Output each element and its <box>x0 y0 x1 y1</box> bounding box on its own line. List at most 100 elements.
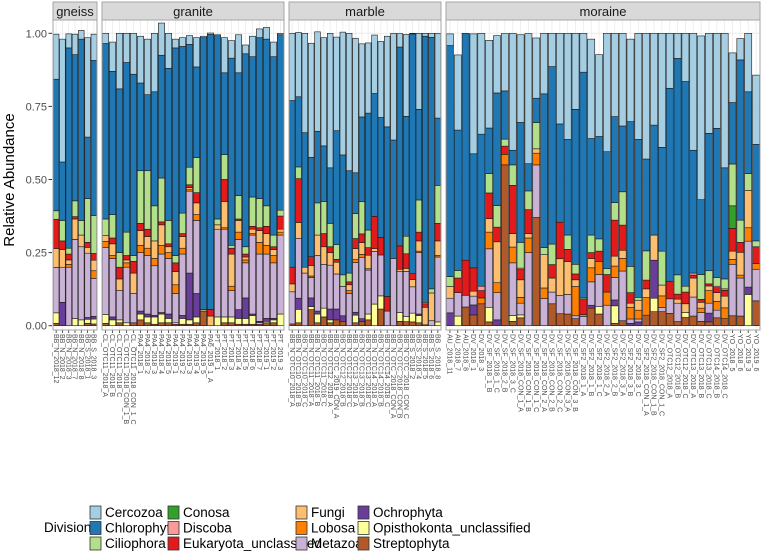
x-tick-label: BB_N_OTC12_2018_B <box>339 334 346 407</box>
bar-segment-fungi <box>571 279 580 287</box>
bar-segment-opisthokonta_unclassified <box>71 318 79 327</box>
bar-segment-opisthokonta_unclassified <box>242 318 249 325</box>
bar-segment-opisthokonta_unclassified <box>327 319 334 324</box>
x-tick-label: DV_SF2_2018_CON_1_C <box>658 334 665 416</box>
bar-BB_N_2018_3 <box>65 33 72 327</box>
bar-segment-fungi <box>365 254 372 269</box>
bar-segment-fungi <box>422 306 429 326</box>
bar-segment-fungi <box>277 228 284 233</box>
bar-segment-metazoa <box>532 164 541 218</box>
bar-segment-cercozoa <box>595 54 603 137</box>
bar-AU_2018_11 <box>446 33 454 327</box>
bar-segment-metazoa <box>116 290 123 321</box>
bar-segment-chlorophyta <box>320 145 327 202</box>
bar-segment-chlorophyta <box>634 139 643 298</box>
bar-segment-chlorophyta <box>295 96 302 168</box>
bar-segment-ochrophyta <box>193 293 200 318</box>
bar-segment-streptophyta <box>720 318 729 327</box>
legend-item-metazoa: Metazoa <box>295 536 363 551</box>
x-tick-label: AU_2018_8 <box>461 334 468 371</box>
bar-segment-eukaryota_unclassified <box>377 237 384 256</box>
bar-segment-cercozoa <box>263 27 270 40</box>
bar-segment-chlorophyta <box>720 167 729 280</box>
bar-segment-opisthokonta_unclassified <box>221 316 228 324</box>
bar-segment-eukaryota_unclassified <box>228 247 235 255</box>
bar-segment-cercozoa <box>422 32 429 37</box>
bar-segment-eukaryota_unclassified <box>116 266 123 280</box>
bar-segment-fungi <box>673 298 682 304</box>
x-tick-label: DV_OTC13_2018_A <box>689 334 696 399</box>
bar-segment-cercozoa <box>712 32 721 129</box>
bar-segment-ciliophora <box>123 231 130 256</box>
bar-segment-eukaryota_unclassified <box>308 256 315 266</box>
bar-segment-fungi <box>744 190 753 229</box>
bar-segment-streptophyta <box>333 319 340 326</box>
bar-DV_SF_2018_1_B <box>485 40 494 327</box>
bar-PT_2018_3 <box>228 40 235 327</box>
x-tick-label: PT_2018_1 <box>213 334 220 370</box>
bar-segment-metazoa <box>327 264 334 310</box>
bar-segment-ciliophora <box>102 218 109 236</box>
bar-segment-ciliophora <box>109 214 116 239</box>
x-tick-label: DV_SF2_2018_3_A <box>618 334 625 397</box>
bar-segment-streptophyta <box>327 322 334 327</box>
x-tick-label: DV_OTC13_2018_B <box>697 334 704 399</box>
bar-segment-cercozoa <box>151 32 158 93</box>
x-tick-label: DV_SF2_2018_3_C <box>634 334 641 397</box>
x-tick-label: PT_2018_2 <box>220 334 227 370</box>
bar-segment-eukaryota_unclassified <box>249 225 256 230</box>
x-tick-label: BB_N_OTC13_2018_A <box>351 334 358 407</box>
bar-segment-chlorophyta <box>501 90 509 140</box>
bar-segment-cercozoa <box>308 42 315 158</box>
bar-DV_SF2_2018_1_A <box>579 32 588 327</box>
bar-segment-cercozoa <box>200 35 207 38</box>
bar-segment-metazoa <box>151 265 158 316</box>
bar-segment-cercozoa <box>446 33 454 46</box>
bar-segment-fungi <box>415 240 422 252</box>
bar-segment-chlorophyta <box>158 54 165 179</box>
bar-BB_N_OTC_2018_CON_A <box>390 32 397 326</box>
legend-item-ciliophora: Ciliophora <box>89 536 166 551</box>
bar-segment-fungi <box>712 292 721 302</box>
bar-segment-cercozoa <box>165 32 172 69</box>
bar-segment-cercozoa <box>390 32 397 141</box>
bar-BB_N_OTC13_2018_B <box>358 43 365 327</box>
bar-segment-chlorophyta <box>563 139 572 236</box>
bar-segment-fungi <box>434 240 441 256</box>
bar-segment-opisthokonta_unclassified <box>744 294 753 327</box>
bar-segment-metazoa <box>705 302 713 314</box>
bar-segment-ciliophora <box>78 220 85 236</box>
bar-segment-opisthokonta_unclassified <box>453 315 462 327</box>
bar-segment-metazoa <box>665 298 674 314</box>
bar-segment-ochrophyta <box>634 321 643 327</box>
bar-segment-cercozoa <box>540 32 548 95</box>
bar-segment-streptophyta <box>461 306 470 326</box>
legend-label: Ciliophora <box>105 536 166 551</box>
bar-segment-metazoa <box>346 293 353 327</box>
bar-segment-fungi <box>485 218 494 233</box>
panel-background <box>289 20 441 330</box>
legend-item-chlorophyta: Chlorophyta <box>89 521 178 536</box>
bar-YO_2018_6 <box>736 38 745 327</box>
bar-segment-cercozoa <box>555 32 564 125</box>
x-tick-label: BB_N_OTC13_2018_B <box>358 334 365 407</box>
bar-segment-cercozoa <box>346 32 353 172</box>
bar-segment-metazoa <box>736 277 745 317</box>
bar-segment-eukaryota_unclassified <box>618 224 627 251</box>
bar-PA4_2019_4 <box>193 37 200 327</box>
bar-segment-chlorophyta <box>493 92 501 206</box>
bar-segment-eukaryota_unclassified <box>403 253 410 269</box>
bar-segment-lobosa <box>151 258 158 267</box>
bar-segment-streptophyta <box>555 313 564 327</box>
bar-segment-metazoa <box>109 258 116 318</box>
bar-segment-cercozoa <box>137 35 144 84</box>
bar-segment-lobosa <box>642 297 651 316</box>
bar-segment-eukaryota_unclassified <box>130 261 137 274</box>
bar-segment-chlorophyta <box>665 87 674 282</box>
x-tick-label: PA4_2019_5 <box>199 334 206 374</box>
bar-segment-chlorophyta <box>221 72 228 155</box>
bar-segment-chlorophyta <box>365 112 372 231</box>
bar-BB_N_OTC14_2018_C <box>384 35 391 326</box>
bar-segment-eukaryota_unclassified <box>563 249 572 262</box>
bar-segment-chlorophyta <box>165 68 172 221</box>
